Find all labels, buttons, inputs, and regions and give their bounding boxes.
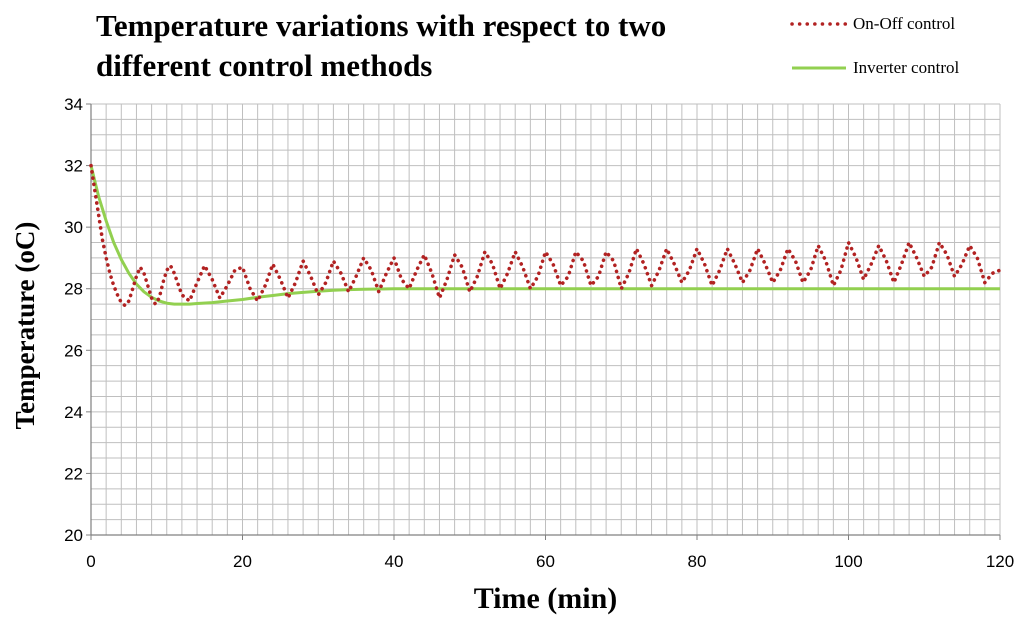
y-tick-label: 28 bbox=[64, 280, 83, 299]
chart-legend: On-Off control Inverter control bbox=[790, 10, 1024, 80]
y-tick-label: 26 bbox=[64, 341, 83, 360]
chart-grid bbox=[90, 103, 1001, 536]
x-axis-title: Time (min) bbox=[474, 582, 618, 615]
y-tick-label: 24 bbox=[64, 403, 83, 422]
x-tick-label: 60 bbox=[536, 552, 555, 571]
chart-axes bbox=[86, 103, 1001, 540]
x-tick-label: 80 bbox=[688, 552, 707, 571]
y-tick-label: 22 bbox=[64, 464, 83, 483]
x-tick-label: 20 bbox=[233, 552, 252, 571]
legend-label-inverter: Inverter control bbox=[853, 58, 960, 77]
y-tick-label: 20 bbox=[64, 526, 83, 545]
y-axis-title: Temperature (oC) bbox=[10, 222, 40, 430]
solid-line-swatch-icon bbox=[792, 66, 846, 70]
y-tick-label: 32 bbox=[64, 157, 83, 176]
legend-label-on-off: On-Off control bbox=[853, 14, 956, 33]
legend-item-inverter: Inverter control bbox=[790, 56, 1024, 80]
dotted-line-swatch-icon bbox=[790, 22, 848, 26]
series-on-off-control bbox=[89, 163, 1002, 308]
series-inverter-control bbox=[89, 165, 1000, 306]
x-tick-label: 100 bbox=[834, 552, 862, 571]
legend-item-on-off: On-Off control bbox=[790, 12, 1024, 36]
series-line-inverter-control bbox=[89, 165, 1000, 306]
x-tick-label: 40 bbox=[385, 552, 404, 571]
x-tick-label: 0 bbox=[86, 552, 95, 571]
chart-title: Temperature variations with respect to t… bbox=[96, 8, 667, 83]
y-tick-label: 34 bbox=[64, 95, 83, 114]
series-line-on-off-control bbox=[89, 163, 1002, 308]
x-tick-label: 120 bbox=[986, 552, 1014, 571]
y-tick-label: 30 bbox=[64, 218, 83, 237]
